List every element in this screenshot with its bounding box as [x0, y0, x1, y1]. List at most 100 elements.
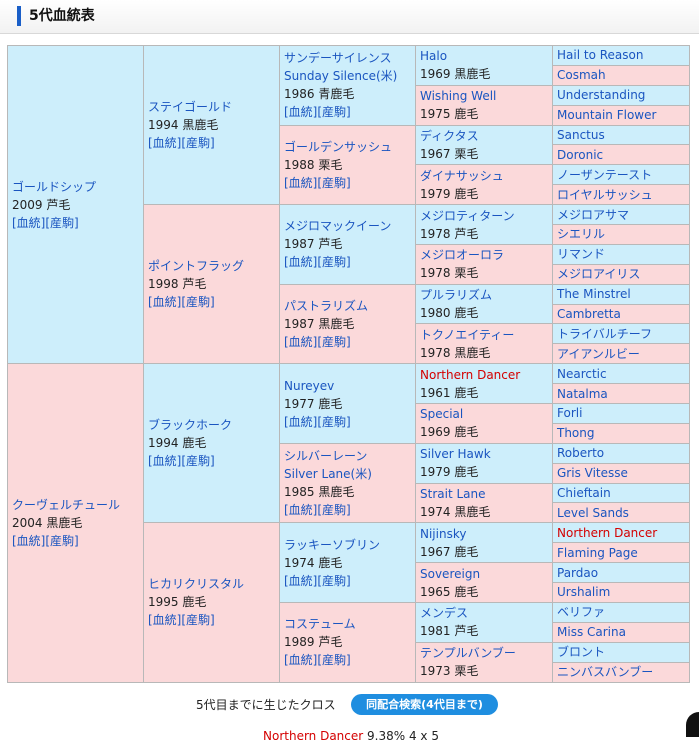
horse-name-link[interactable]: ヒカリクリスタル	[148, 577, 245, 592]
horse-name-link[interactable]: ニンバスバンブー	[557, 665, 654, 680]
horse-name-link[interactable]: Understanding	[557, 88, 646, 103]
horse-name-link[interactable]: ロイヤルサッシュ	[557, 187, 653, 202]
scroll-corner	[686, 712, 699, 737]
horse-name-link[interactable]: ゴールドシップ	[12, 179, 97, 194]
pedigree-link[interactable]: [血統]	[148, 613, 182, 628]
horse-name-link[interactable]: ポイントフラッグ	[148, 259, 245, 274]
horse-name-link[interactable]: Nijinsky	[420, 526, 467, 541]
horse-name-link[interactable]: パストラリズム	[284, 298, 369, 313]
offspring-link[interactable]: [産駒]	[317, 255, 351, 270]
horse-name-link[interactable]: Gris Vitesse	[557, 466, 628, 481]
same-breeding-search-button[interactable]: 同配合検索(4代目まで)	[351, 694, 498, 715]
cross-horse-link[interactable]: Northern Dancer	[263, 729, 364, 743]
horse-name-link[interactable]: Natalma	[557, 386, 608, 401]
horse-name-link[interactable]: Roberto	[557, 446, 605, 461]
pedigree-link[interactable]: [血統]	[148, 295, 182, 310]
pedigree-link[interactable]: [血統]	[284, 334, 318, 349]
horse-name-link[interactable]: ブロント	[557, 645, 606, 660]
pedigree-link[interactable]: [血統]	[284, 414, 318, 429]
offspring-link[interactable]: [産駒]	[181, 295, 215, 310]
horse-name-link[interactable]: メンデス	[420, 606, 469, 621]
offspring-link[interactable]: [産駒]	[45, 533, 79, 548]
pedigree-link[interactable]: [血統]	[284, 175, 318, 190]
horse-name-link[interactable]: トライバルチーフ	[557, 326, 653, 341]
horse-name-link[interactable]: Special	[420, 407, 464, 422]
horse-name-link[interactable]: リマンド	[557, 247, 606, 262]
horse-name-link[interactable]: Urshalim	[557, 585, 611, 600]
horse-name-link[interactable]: クーヴェルチュール	[12, 497, 121, 512]
horse-name-link[interactable]: Forli	[557, 406, 583, 421]
horse-name-link[interactable]: コステューム	[284, 617, 356, 632]
horse-name-link[interactable]: ディクタス	[420, 128, 479, 143]
horse-name-link[interactable]: Level Sands	[557, 505, 629, 520]
horse-name-link[interactable]: Nureyev	[284, 378, 335, 393]
horse-name-link[interactable]: ノーザンテースト	[557, 167, 653, 182]
horse-name-link[interactable]: シルバーレーン	[284, 449, 368, 464]
horse-name-link[interactable]: Pardao	[557, 565, 599, 580]
offspring-link[interactable]: [産駒]	[181, 454, 215, 469]
pedigree-link[interactable]: [血統]	[148, 454, 182, 469]
horse-name-link[interactable]: The Minstrel	[557, 287, 631, 302]
horse-name-link[interactable]: Northern Dancer	[420, 367, 521, 382]
gen5-cell: Cambretta	[552, 303, 690, 325]
horse-name-link[interactable]: ベリファ	[557, 605, 606, 620]
horse-name-link[interactable]: ステイゴールド	[148, 100, 233, 115]
horse-name-link[interactable]: Cosmah	[557, 68, 606, 83]
pedigree-link[interactable]: [血統]	[284, 105, 318, 120]
offspring-link[interactable]: [産駒]	[317, 175, 351, 190]
horse-name-link[interactable]: トクノエイティー	[420, 327, 515, 342]
horse-name-link[interactable]: ラッキーソブリン	[284, 537, 381, 552]
horse-name-link[interactable]: テンプルバンブー	[420, 646, 516, 661]
horse-name-link[interactable]: Northern Dancer	[557, 525, 658, 540]
horse-name-link[interactable]: Wishing Well	[420, 89, 497, 104]
horse-name-link[interactable]: メジロティターン	[420, 208, 515, 223]
horse-name-link[interactable]: Miss Carina	[557, 625, 626, 640]
horse-alt-name-link[interactable]: Silver Lane(米)	[284, 467, 372, 482]
horse-name-link[interactable]: サンデーサイレンス	[284, 51, 392, 66]
horse-name-link[interactable]: ブラックホーク	[148, 418, 233, 433]
horse-name-link[interactable]: Nearctic	[557, 366, 607, 381]
horse-name-link[interactable]: Strait Lane	[420, 486, 486, 501]
pedigree-link[interactable]: [血統]	[284, 503, 318, 518]
horse-name-link[interactable]: シエリル	[557, 227, 606, 242]
horse-name-link[interactable]: Cambretta	[557, 307, 621, 322]
offspring-link[interactable]: [産駒]	[45, 215, 79, 230]
horse-name-link[interactable]: Flaming Page	[557, 545, 638, 560]
pedigree-row: Miss Carina	[8, 621, 690, 643]
horse-name-link[interactable]: メジロアイリス	[557, 267, 641, 282]
horse-alt-name-link[interactable]: Sunday Silence(米)	[284, 69, 398, 84]
offspring-link[interactable]: [産駒]	[317, 503, 351, 518]
offspring-link[interactable]: [産駒]	[317, 573, 351, 588]
horse-meta: 1987 芦毛	[284, 237, 343, 252]
gen4-cell: Sovereign 1965 鹿毛	[415, 562, 553, 603]
offspring-link[interactable]: [産駒]	[317, 653, 351, 668]
horse-name-link[interactable]: アイアンルビー	[557, 346, 640, 361]
pedigree-link[interactable]: [血統]	[12, 533, 46, 548]
horse-name-link[interactable]: Halo	[420, 49, 448, 64]
gen5-cell: ベリファ	[552, 601, 690, 623]
pedigree-link[interactable]: [血統]	[284, 573, 318, 588]
horse-name-link[interactable]: Thong	[557, 426, 595, 441]
horse-name-link[interactable]: メジロマックイーン	[284, 219, 392, 234]
pedigree-link[interactable]: [血統]	[284, 653, 318, 668]
pedigree-link[interactable]: [血統]	[12, 215, 46, 230]
horse-name-link[interactable]: Sanctus	[557, 128, 605, 142]
offspring-link[interactable]: [産駒]	[317, 105, 351, 120]
offspring-link[interactable]: [産駒]	[181, 613, 215, 628]
horse-name-link[interactable]: ダイナサッシュ	[420, 168, 504, 183]
horse-name-link[interactable]: メジロアサマ	[557, 207, 630, 222]
offspring-link[interactable]: [産駒]	[181, 136, 215, 151]
horse-name-link[interactable]: Silver Hawk	[420, 447, 491, 462]
pedigree-link[interactable]: [血統]	[284, 255, 318, 270]
horse-name-link[interactable]: Sovereign	[420, 566, 481, 581]
horse-name-link[interactable]: Chieftain	[557, 486, 611, 501]
horse-name-link[interactable]: Doronic	[557, 147, 604, 162]
pedigree-link[interactable]: [血統]	[148, 136, 182, 151]
horse-name-link[interactable]: プルラリズム	[420, 288, 493, 303]
offspring-link[interactable]: [産駒]	[317, 414, 351, 429]
horse-name-link[interactable]: メジロオーロラ	[420, 248, 505, 263]
horse-name-link[interactable]: Hail to Reason	[557, 48, 644, 63]
horse-name-link[interactable]: ゴールデンサッシュ	[284, 139, 393, 154]
offspring-link[interactable]: [産駒]	[317, 334, 351, 349]
horse-name-link[interactable]: Mountain Flower	[557, 108, 657, 123]
